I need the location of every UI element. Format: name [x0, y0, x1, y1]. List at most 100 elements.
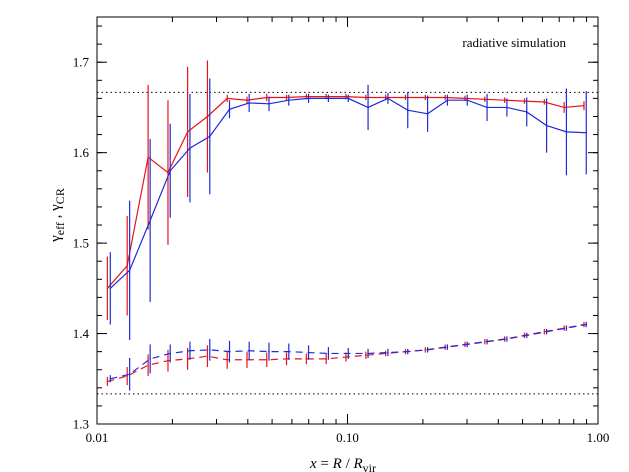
- data-point: [228, 350, 231, 353]
- data-point: [147, 156, 149, 158]
- data-point: [208, 349, 211, 351]
- y-tick-label: 1.3: [73, 417, 89, 432]
- data-point: [248, 349, 250, 352]
- x-axis-title: x = R / Rvir: [309, 456, 376, 472]
- y-tick-label: 1.6: [73, 145, 90, 160]
- data-point: [525, 111, 528, 113]
- series-line: [106, 95, 585, 289]
- data-point: [365, 354, 367, 357]
- data-point: [268, 103, 270, 105]
- data-point: [486, 106, 488, 109]
- data-point: [484, 340, 486, 343]
- series-line: [109, 97, 587, 289]
- data-point: [384, 96, 387, 99]
- x-tick-label: 0.10: [336, 430, 359, 445]
- data-point: [367, 106, 369, 109]
- data-point: [206, 115, 209, 118]
- data-point: [585, 131, 588, 134]
- data-point: [186, 131, 189, 133]
- y-axis-title: γeff , γCR: [48, 188, 67, 243]
- x-tick-label: 1.00: [587, 430, 610, 445]
- data-point: [426, 349, 429, 351]
- data-point: [288, 350, 290, 353]
- data-point: [147, 364, 149, 367]
- data-point: [464, 97, 466, 100]
- data-point: [109, 287, 112, 290]
- data-point: [128, 269, 131, 272]
- plot-frame: [96, 16, 599, 425]
- data-point: [167, 171, 169, 174]
- data-point: [523, 100, 526, 102]
- data-point: [189, 349, 191, 352]
- data-point: [565, 327, 568, 329]
- data-point: [226, 97, 229, 100]
- axis-ticks: [96, 17, 599, 425]
- data-point: [288, 99, 290, 102]
- data-point: [106, 380, 109, 383]
- data-point: [503, 99, 506, 102]
- data-point: [466, 343, 469, 346]
- reference-lines: [97, 91, 598, 395]
- data-point: [387, 97, 389, 100]
- data-point: [545, 124, 548, 127]
- data-point: [367, 352, 369, 355]
- series-4: [109, 321, 588, 391]
- data-point: [545, 330, 548, 333]
- data-point: [186, 358, 189, 360]
- data-point: [268, 350, 270, 353]
- data-point: [565, 131, 568, 133]
- data-point: [406, 109, 409, 111]
- data-point: [206, 355, 209, 357]
- data-point: [426, 112, 429, 115]
- series-1: [106, 60, 585, 320]
- data-point: [347, 97, 350, 100]
- data-point: [583, 104, 585, 107]
- data-point: [466, 99, 469, 102]
- tick-labels: 0.01 0.10 1.00 1.3 1.4 1.5 1.6 1.7: [73, 55, 610, 445]
- data-point: [543, 330, 546, 333]
- data-point: [246, 358, 248, 361]
- data-point: [126, 375, 129, 377]
- data-point: [387, 351, 389, 354]
- data-point: [226, 358, 229, 361]
- data-point: [189, 147, 191, 149]
- data-point: [585, 323, 588, 326]
- data-point: [444, 96, 446, 99]
- data-point: [347, 352, 350, 355]
- data-point: [265, 96, 268, 99]
- data-point: [365, 96, 367, 99]
- y-tick-label: 1.4: [73, 326, 90, 341]
- data-point: [406, 350, 409, 353]
- data-point: [327, 97, 330, 100]
- data-point: [305, 358, 308, 360]
- data-point: [327, 352, 330, 355]
- data-point: [149, 219, 151, 222]
- data-point: [106, 287, 109, 290]
- data-point: [305, 95, 308, 98]
- data-point: [506, 106, 508, 109]
- data-point: [128, 373, 131, 376]
- data-point: [307, 351, 310, 354]
- data-point: [563, 106, 565, 109]
- series-layer: [106, 60, 588, 391]
- series-2: [109, 78, 588, 340]
- data-point: [325, 95, 327, 98]
- data-point: [543, 101, 546, 103]
- data-point: [484, 98, 486, 101]
- data-point: [208, 135, 211, 138]
- x-tick-label: 0.01: [86, 430, 109, 445]
- data-point: [325, 358, 327, 360]
- y-tick-label: 1.5: [73, 236, 89, 251]
- data-point: [446, 346, 449, 348]
- data-point: [149, 358, 151, 360]
- data-point: [285, 96, 288, 99]
- data-point: [525, 334, 528, 337]
- y-tick-label: 1.7: [73, 55, 90, 70]
- data-point: [506, 338, 508, 340]
- data-point: [307, 97, 310, 100]
- data-point: [228, 108, 231, 111]
- data-point: [248, 102, 250, 104]
- data-point: [126, 264, 129, 267]
- data-point: [345, 95, 347, 98]
